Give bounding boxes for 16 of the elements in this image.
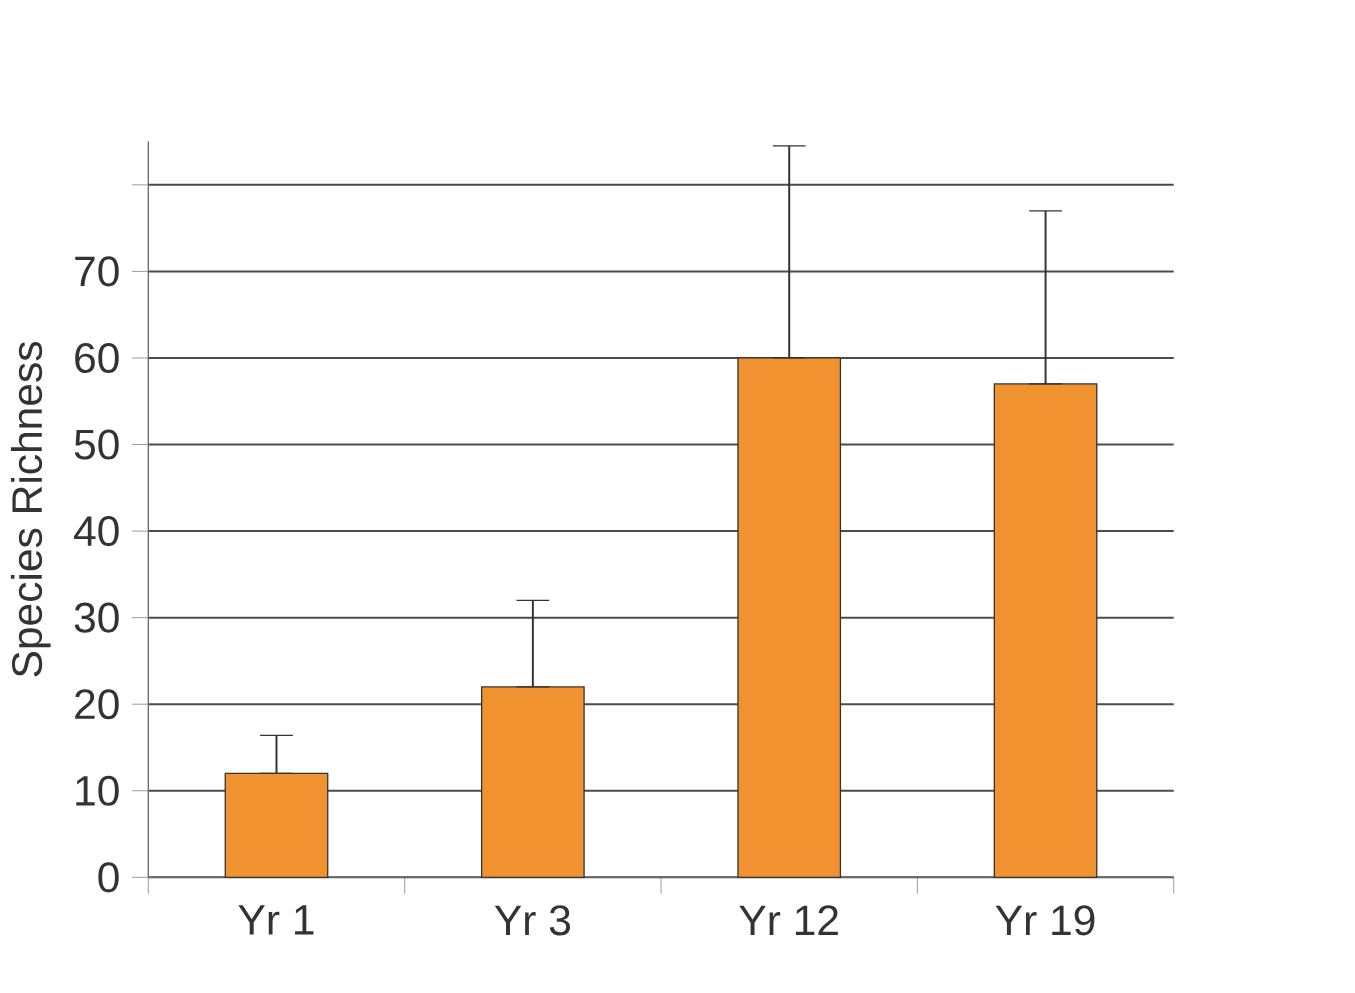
y-tick-label: 10 — [76, 775, 119, 806]
y-axis-title: Species Richness — [10, 342, 51, 677]
y-tick-label: 0 — [98, 862, 119, 893]
x-tick-label: Yr 12 — [739, 905, 838, 936]
y-tick-label: 50 — [74, 429, 119, 460]
x-tick-label: Yr 1 — [238, 905, 314, 935]
y-tick-label: 20 — [75, 689, 119, 720]
bar — [480, 686, 585, 879]
y-tick-label: 40 — [74, 516, 119, 547]
y-tick-label: 70 — [75, 256, 119, 287]
bar — [993, 383, 1098, 879]
y-tick-label: 60 — [75, 342, 119, 374]
y-tick-label: 30 — [74, 602, 119, 633]
x-tick-label: Yr 19 — [995, 905, 1095, 936]
x-tick-label: Yr 3 — [494, 905, 570, 936]
bar — [737, 357, 842, 879]
